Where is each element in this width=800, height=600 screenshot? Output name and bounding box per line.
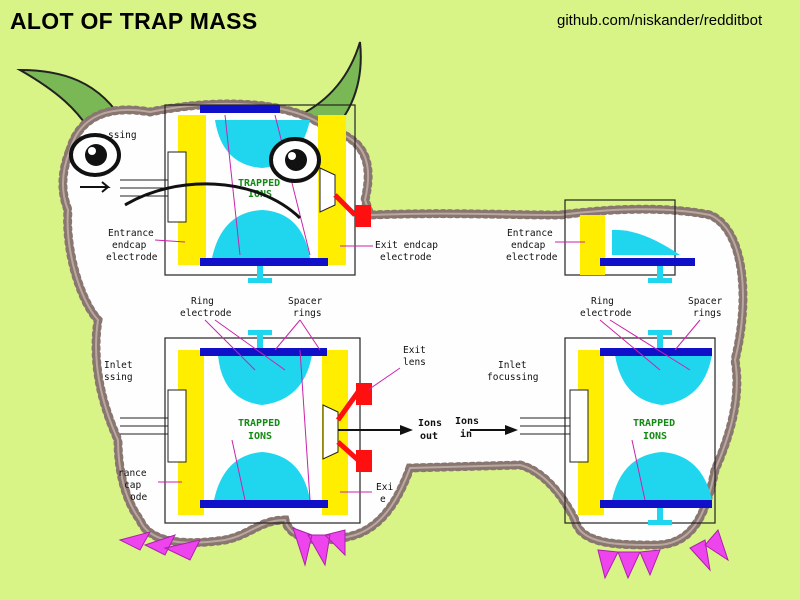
label-exit-2: electrode	[380, 252, 432, 263]
label-focussing-top: ssing	[108, 130, 137, 141]
label-right-entrance-3: electrode	[506, 252, 558, 263]
mouth	[124, 182, 302, 220]
label-entrance-3: electrode	[106, 252, 158, 263]
hoof-icon	[597, 549, 661, 580]
ions-out-arrow-icon	[400, 425, 413, 435]
label-right-entrance-1: Entrance	[507, 228, 553, 239]
right-eye-icon	[269, 137, 321, 183]
trap-diagram-bottom-right: Ring electrode Spacer rings Inlet focuss…	[455, 296, 723, 525]
inlet-arrow-icon	[80, 181, 111, 193]
label-right-spacer-1: Spacer	[688, 296, 723, 307]
label-right-ring-2: electrode	[580, 308, 632, 319]
hoof-icon	[689, 529, 729, 572]
label-right-spacer-2: rings	[693, 308, 722, 319]
trap-diagram-bottom-left: Ring electrode Spacer rings Exit lens In…	[104, 296, 442, 524]
label-ring-2: electrode	[180, 308, 232, 319]
label-trapped-ions-bl-2: IONS	[248, 431, 272, 442]
label-spacer-2: rings	[293, 308, 322, 319]
label-spacer-1: Spacer	[288, 296, 323, 307]
label-ions-out-2: out	[420, 431, 438, 442]
hoof-icon	[118, 531, 201, 561]
label-exit-1: Exit endcap	[375, 240, 438, 251]
label-ring-1: Ring	[191, 296, 214, 307]
label-inlet-left-2: ssing	[104, 372, 133, 383]
label-exit-bl-1: Exi	[376, 482, 393, 493]
label-trapped-ions-top: TRAPPED	[238, 178, 280, 189]
label-exit-lens-2: lens	[403, 357, 426, 368]
label-right-entrance-2: endcap	[511, 240, 546, 251]
label-right-ring-1: Ring	[591, 296, 614, 307]
label-entrance-bl-2: cap	[124, 480, 141, 491]
left-eye-icon	[69, 133, 121, 177]
label-exit-bl-2: e	[380, 494, 386, 505]
label-trapped-ions-br-2: IONS	[643, 431, 667, 442]
page-title: ALOT OF TRAP MASS	[10, 8, 258, 34]
label-entrance-bl-1: rance	[118, 468, 147, 479]
sheep-face	[69, 133, 321, 220]
credit-url: github.com/niskander/redditbot	[557, 12, 763, 29]
label-entrance-bl-3: ode	[130, 492, 147, 503]
label-inlet-left-1: Inlet	[104, 360, 133, 371]
label-exit-lens-1: Exit	[403, 345, 426, 356]
label-trapped-ions-br: TRAPPED	[633, 418, 675, 429]
label-ions-out-1: Ions	[418, 418, 442, 429]
label-entrance-2: endcap	[112, 240, 147, 251]
label-inlet-right-1: Inlet	[498, 360, 527, 371]
trap-diagram-top-right: Entrance endcap electrode	[506, 199, 695, 283]
hooves	[118, 527, 729, 580]
ions-in-arrow-icon	[505, 425, 518, 435]
label-entrance-1: Entrance	[108, 228, 154, 239]
label-inlet-right-2: focussing	[487, 372, 538, 383]
label-ions-in-2: in	[460, 428, 472, 440]
label-ions-in-1: Ions	[455, 416, 479, 427]
hoof-icon	[292, 527, 346, 567]
label-trapped-ions-bl: TRAPPED	[238, 418, 280, 429]
